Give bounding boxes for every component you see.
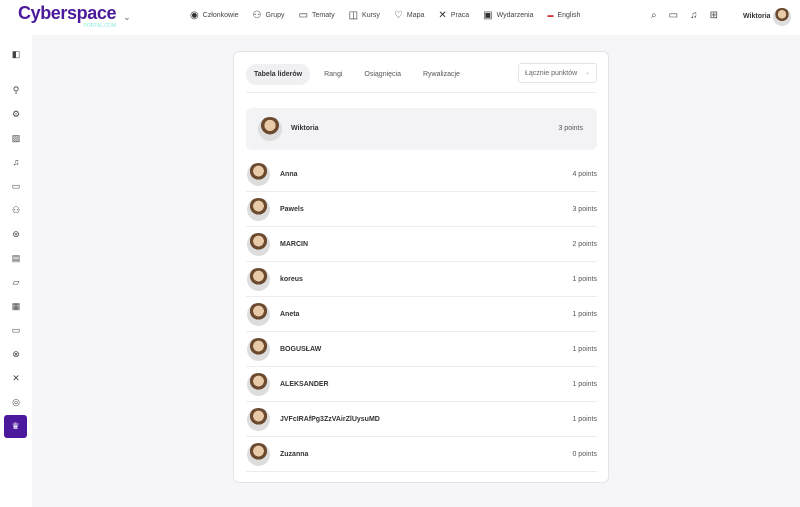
course-icon: ◫ bbox=[348, 10, 359, 21]
uk-flag-icon: ▬ bbox=[547, 12, 554, 19]
table-row: Anna 4 points bbox=[246, 157, 597, 192]
chevron-down-icon[interactable]: ⌄ bbox=[123, 11, 131, 22]
avatar[interactable] bbox=[247, 443, 270, 466]
sidebar-toggle-icon[interactable]: ◧ bbox=[11, 48, 21, 59]
user-points: 1 points bbox=[572, 276, 597, 283]
table-row: Zuzanna 0 points bbox=[246, 437, 597, 472]
profile-icon[interactable]: ⚲ bbox=[12, 84, 20, 95]
points-filter-select[interactable]: Łącznie punktów ⌄ bbox=[518, 63, 597, 83]
user-name[interactable]: BOGUSŁAW bbox=[280, 346, 322, 353]
user-points: 1 points bbox=[572, 346, 597, 353]
user-circle-icon: ◉ bbox=[190, 10, 199, 21]
table-row: Pawels 3 points bbox=[246, 192, 597, 227]
user-name[interactable]: Wiktoria bbox=[291, 125, 319, 132]
settings-icon[interactable]: ⚙ bbox=[11, 108, 21, 119]
search-icon[interactable]: ⌕ bbox=[651, 10, 657, 21]
table-row: JVFcIRAfPg3ZzVAirZlUysuMD 1 points bbox=[246, 402, 597, 437]
avatar[interactable] bbox=[247, 338, 270, 361]
nav-members[interactable]: ◉ Członkowie bbox=[190, 10, 239, 21]
tab-achievements[interactable]: Osiągnięcia bbox=[364, 71, 401, 78]
user-points: 3 points bbox=[558, 125, 583, 132]
user-points: 3 points bbox=[572, 206, 597, 213]
user-points: 1 points bbox=[572, 311, 597, 318]
cart-icon[interactable]: ⊞ bbox=[709, 10, 718, 21]
main-nav: ◉ Członkowie ⚇ Grupy ▭ Tematy ◫ Kursy ♡ Mapa … bbox=[190, 10, 580, 21]
avatar[interactable] bbox=[247, 233, 270, 256]
table-row: MARCIN 2 points bbox=[246, 227, 597, 262]
table-row: ALEKSANDER 1 points bbox=[246, 367, 597, 402]
chat-icon: ▭ bbox=[298, 10, 309, 21]
avatar[interactable] bbox=[258, 117, 282, 141]
user-name[interactable]: Wiktoria bbox=[743, 13, 771, 20]
logo[interactable]: Cyberspace PORTAL.COM bbox=[18, 3, 117, 30]
user-points: 0 points bbox=[572, 451, 597, 458]
user-points: 2 points bbox=[572, 241, 597, 248]
avatar[interactable] bbox=[773, 8, 791, 26]
divider bbox=[246, 92, 596, 93]
tabs: Tabela liderów Rangi Osiągnięcia Rywaliz… bbox=[246, 64, 468, 85]
user-name[interactable]: ALEKSANDER bbox=[280, 381, 329, 388]
leaderboard-card: Tabela liderów Rangi Osiągnięcia Rywaliz… bbox=[233, 51, 609, 483]
nav-events[interactable]: ▣ Wydarzenia bbox=[483, 10, 534, 21]
current-user-row: Wiktoria 3 points bbox=[246, 108, 597, 150]
nav-groups[interactable]: ⚇ Grupy bbox=[252, 10, 285, 21]
table-row: koreus 1 points bbox=[246, 262, 597, 297]
avatar[interactable] bbox=[247, 408, 270, 431]
bell-icon[interactable]: ♫ bbox=[690, 10, 698, 21]
avatar[interactable] bbox=[247, 163, 270, 186]
id-card-icon[interactable]: ▭ bbox=[11, 324, 21, 335]
groups-icon[interactable]: ⊛ bbox=[12, 228, 20, 239]
activity-icon[interactable]: ▨ bbox=[11, 132, 21, 143]
tools-icon: ✕ bbox=[438, 10, 447, 21]
calendar-icon: ▣ bbox=[483, 10, 493, 21]
crown-icon[interactable]: ♛ bbox=[4, 415, 27, 438]
table-row: Aneta 1 points bbox=[246, 297, 597, 332]
camera-icon[interactable]: ◎ bbox=[12, 396, 20, 407]
tab-leaderboard[interactable]: Tabela liderów bbox=[246, 64, 311, 85]
brand: Cyberspace PORTAL.COM ⌄ bbox=[18, 3, 131, 30]
user-points: 1 points bbox=[572, 416, 597, 423]
map-pin-icon: ♡ bbox=[393, 10, 403, 21]
nav-map[interactable]: ♡ Mapa bbox=[393, 10, 425, 21]
user-name[interactable]: MARCIN bbox=[280, 241, 308, 248]
tab-competitions[interactable]: Rywalizacje bbox=[422, 71, 460, 78]
user-name[interactable]: Pawels bbox=[280, 206, 304, 213]
bell-icon[interactable]: ♫ bbox=[12, 157, 20, 167]
user-name[interactable]: koreus bbox=[280, 276, 303, 283]
forums-icon[interactable]: ▱ bbox=[12, 276, 20, 287]
avatar[interactable] bbox=[247, 268, 270, 291]
user-name[interactable]: Anna bbox=[280, 171, 298, 178]
user-points: 1 points bbox=[572, 381, 597, 388]
top-header: Cyberspace PORTAL.COM ⌄ ◉ Członkowie ⚇ Grup… bbox=[0, 0, 800, 35]
user-points: 4 points bbox=[572, 171, 597, 178]
users-icon: ⚇ bbox=[252, 10, 262, 21]
table-row: BOGUSŁAW 1 points bbox=[246, 332, 597, 367]
users-icon[interactable]: ⚇ bbox=[11, 204, 21, 215]
nav-courses[interactable]: ◫ Kursy bbox=[348, 10, 380, 21]
user-name[interactable]: Zuzanna bbox=[280, 451, 309, 458]
avatar[interactable] bbox=[247, 373, 270, 396]
avatar[interactable] bbox=[247, 303, 270, 326]
courses-icon[interactable]: ▤ bbox=[11, 252, 21, 263]
avatar[interactable] bbox=[247, 198, 270, 221]
inbox-icon[interactable]: ▭ bbox=[668, 10, 679, 21]
nav-topics[interactable]: ▭ Tematy bbox=[298, 10, 335, 21]
user-name[interactable]: Aneta bbox=[280, 311, 300, 318]
document-icon[interactable]: ▦ bbox=[11, 300, 21, 311]
sidebar: ◧ ⚲ ⚙ ▨ ♫ ▭ ⚇ ⊛ ▤ ▱ ▦ ▭ ⊗ ✕ ◎ ♛ bbox=[0, 35, 32, 507]
cancel-circle-icon[interactable]: ⊗ bbox=[12, 348, 20, 359]
nav-language[interactable]: ▬ English bbox=[547, 12, 581, 19]
header-icons: ⌕ ▭ ♫ ⊞ bbox=[651, 10, 718, 21]
inbox-icon[interactable]: ▭ bbox=[11, 180, 21, 191]
tools-icon[interactable]: ✕ bbox=[12, 372, 20, 383]
tab-ranks[interactable]: Rangi bbox=[324, 71, 343, 78]
nav-jobs[interactable]: ✕ Praca bbox=[438, 10, 470, 21]
chevron-down-icon: ⌄ bbox=[584, 70, 590, 76]
user-name[interactable]: JVFcIRAfPg3ZzVAirZlUysuMD bbox=[280, 416, 380, 423]
